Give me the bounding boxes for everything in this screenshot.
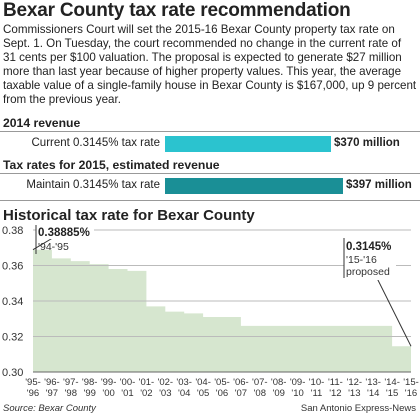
revenue-2015-bar <box>165 178 343 194</box>
annotation-value: 0.38885% <box>38 227 90 239</box>
revenue-2015-label: Maintain 0.3145% tax rate <box>26 179 160 191</box>
y-tick-label: 0.36 <box>2 261 23 273</box>
annotation-note: proposed <box>346 266 390 278</box>
revenue-2015-row: Maintain 0.3145% tax rate $397 million <box>0 178 420 194</box>
x-tick-label: '11- <box>328 377 343 388</box>
page-title: Bexar County tax rate recommendation <box>3 0 351 21</box>
divider <box>0 173 420 174</box>
x-tick-label: '04 <box>178 388 190 399</box>
divider <box>0 131 420 132</box>
annotation-period: '15-'16 <box>346 254 377 266</box>
x-tick-label: '00- <box>120 377 136 388</box>
x-tick-label: '04- <box>195 377 211 388</box>
x-tick-label: '13- <box>365 377 381 388</box>
x-tick-label: '98 <box>65 388 77 399</box>
x-tick-label: '14 <box>367 388 379 399</box>
y-tick-label: 0.34 <box>2 296 23 308</box>
x-tick-label: '96 <box>27 388 39 399</box>
x-tick-label: '14- <box>384 377 400 388</box>
chart-title: Historical tax rate for Bexar County <box>3 207 255 224</box>
divider <box>0 200 420 201</box>
x-tick-label: '06- <box>233 377 249 388</box>
credit-line: San Antonio Express-News <box>300 403 416 414</box>
x-tick-label: '05 <box>197 388 209 399</box>
x-tick-label: '99 <box>84 388 96 399</box>
x-tick-label: '16 <box>405 388 417 399</box>
revenue-2014-value: $370 million <box>334 137 400 149</box>
revenue-2014-heading: 2014 revenue <box>3 116 81 130</box>
x-tick-label: '12- <box>347 377 363 388</box>
annotation-box <box>36 225 94 239</box>
y-tick-label: 0.38 <box>2 225 23 237</box>
x-tick-label: '99- <box>101 377 117 388</box>
x-tick-label: '15- <box>403 377 419 388</box>
annotation-value: 0.3145% <box>346 241 391 253</box>
x-tick-label: '97 <box>46 388 58 399</box>
x-tick-label: '03 <box>159 388 171 399</box>
revenue-2015-value: $397 million <box>346 179 412 191</box>
x-tick-label: '09- <box>290 377 306 388</box>
tax-rate-area <box>33 249 411 372</box>
x-tick-label: '10- <box>309 377 325 388</box>
x-tick-label: '05- <box>214 377 230 388</box>
annotation-box <box>344 238 396 280</box>
revenue-2015-heading: Tax rates for 2015, estimated revenue <box>3 158 220 172</box>
revenue-2014-bar <box>165 136 331 152</box>
tax-rate-chart: 0.380.360.340.320.30'95-'96'96-'97'97-'9… <box>2 225 419 399</box>
x-tick-label: '95- <box>25 377 41 388</box>
x-tick-label: '01 <box>121 388 133 399</box>
x-tick-label: '09 <box>273 388 285 399</box>
x-tick-label: '08- <box>271 377 287 388</box>
y-tick-label: 0.30 <box>2 367 23 379</box>
x-tick-label: '02 <box>140 388 152 399</box>
x-tick-label: '07 <box>235 388 247 399</box>
revenue-2014-label: Current 0.3145% tax rate <box>31 137 161 149</box>
x-tick-label: '02- <box>158 377 174 388</box>
revenue-2014-row: Current 0.3145% tax rate $370 million <box>0 136 420 152</box>
x-tick-label: '08 <box>254 388 266 399</box>
x-tick-label: '07- <box>252 377 268 388</box>
x-tick-label: '97- <box>63 377 79 388</box>
intro-paragraph: Commissioners Court will set the 2015-16… <box>3 23 417 106</box>
x-tick-label: '12 <box>329 388 341 399</box>
x-tick-label: '00 <box>102 388 114 399</box>
annotation-period: '94-'95 <box>38 241 69 253</box>
x-tick-label: '98- <box>82 377 98 388</box>
x-tick-label: '01- <box>139 377 155 388</box>
x-tick-label: '96- <box>44 377 60 388</box>
x-tick-label: '13 <box>348 388 360 399</box>
x-tick-label: '11 <box>311 388 323 399</box>
x-tick-label: '15 <box>386 388 398 399</box>
x-tick-label: '03- <box>176 377 192 388</box>
source-note: Source: Bexar County <box>3 403 96 414</box>
y-tick-label: 0.32 <box>2 332 23 344</box>
x-tick-label: '06 <box>216 388 228 399</box>
x-tick-label: '10 <box>291 388 303 399</box>
